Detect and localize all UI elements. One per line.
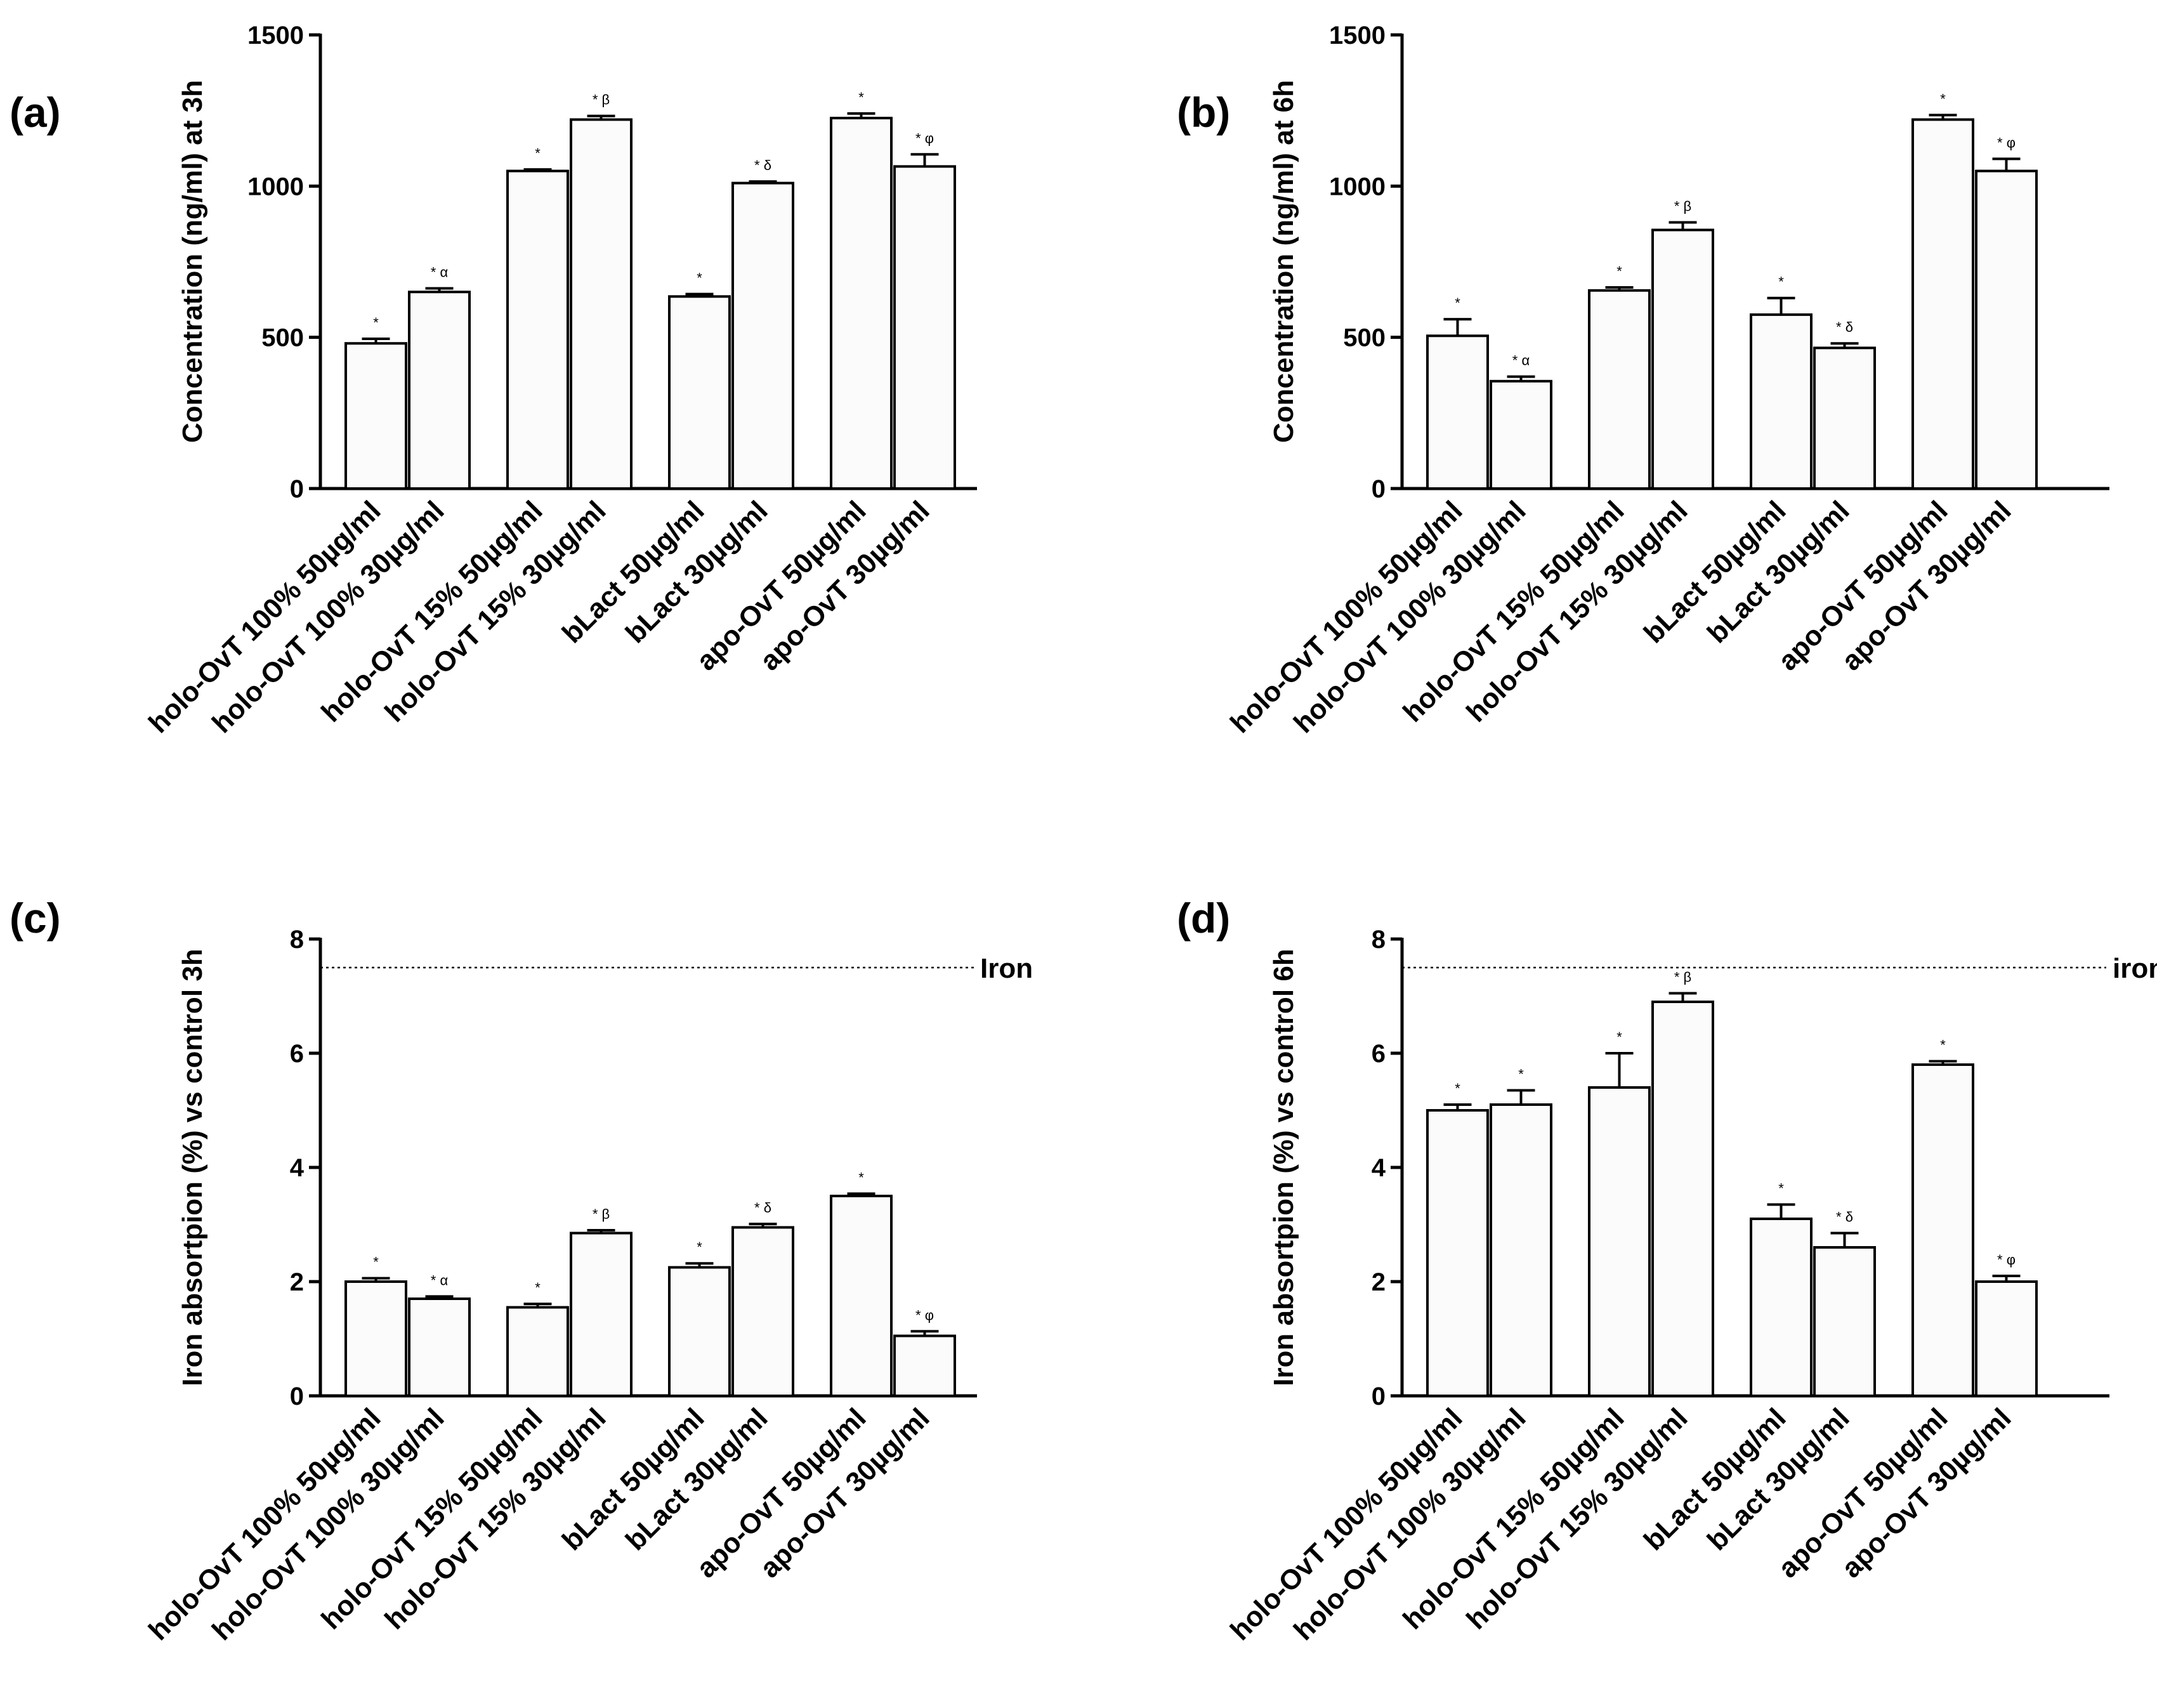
significance-annotation: * φ xyxy=(1997,135,2016,150)
y-tick-label: 4 xyxy=(290,1154,305,1182)
bar xyxy=(1588,289,1651,490)
bar xyxy=(1490,1103,1552,1397)
bar xyxy=(408,1297,471,1397)
significance-annotation: * xyxy=(697,1239,702,1255)
significance-annotation: * xyxy=(1455,295,1460,311)
significance-annotation: * xyxy=(1778,274,1784,290)
y-tick-label: 6 xyxy=(1372,1040,1386,1068)
bar xyxy=(506,1306,569,1397)
bar xyxy=(1911,1063,1974,1397)
bar xyxy=(344,1280,407,1397)
panel-a: (a) Concentration (ng/ml) at 3h 0 500 1000 15… xyxy=(10,22,977,739)
bar xyxy=(344,342,407,490)
significance-annotation: * δ xyxy=(1836,1209,1853,1225)
significance-annotation: * α xyxy=(431,264,449,280)
y-tick-label: 8 xyxy=(1372,926,1386,954)
bar xyxy=(1426,1109,1489,1397)
bar xyxy=(1975,169,2038,490)
y-tick-label: 2 xyxy=(290,1268,304,1296)
y-axis-label: Iron absortpion (%) vs control 3h xyxy=(177,949,208,1386)
significance-annotation: * xyxy=(1940,91,1946,107)
y-tick-label: 1500 xyxy=(1329,22,1386,49)
panel-c: (c) Iron absortpion (%) vs control 3h 0 2 4 6… xyxy=(10,895,1033,1646)
significance-annotation: * β xyxy=(593,92,610,108)
y-tick-label: 6 xyxy=(290,1040,304,1068)
y-tick-label: 8 xyxy=(290,926,304,954)
bar xyxy=(830,1195,893,1397)
bar xyxy=(1750,1218,1813,1397)
significance-annotation: * xyxy=(697,270,702,286)
bar xyxy=(570,118,633,490)
reference-line-label: Iron xyxy=(980,953,1033,984)
panel-label: (b) xyxy=(1177,89,1230,136)
panel-label: (d) xyxy=(1177,895,1230,942)
bar xyxy=(1911,118,1974,490)
bar xyxy=(1750,313,1813,490)
significance-annotation: * φ xyxy=(1997,1252,2016,1268)
bar xyxy=(506,169,569,490)
bar xyxy=(893,165,956,490)
bar xyxy=(1426,334,1489,490)
bar xyxy=(893,1334,956,1397)
significance-annotation: * xyxy=(373,1254,379,1270)
bar xyxy=(1588,1086,1651,1397)
significance-annotation: * xyxy=(373,315,379,331)
bar xyxy=(731,181,794,490)
bar xyxy=(830,117,893,490)
bar xyxy=(668,1266,731,1397)
significance-annotation: * xyxy=(858,1169,864,1185)
significance-annotation: * δ xyxy=(1836,319,1853,335)
bar xyxy=(1975,1280,2038,1397)
y-tick-label: 0 xyxy=(290,1383,304,1410)
significance-annotation: * α xyxy=(431,1272,449,1288)
panel-d: (d) Iron absortpion (%) vs control 6h 0 2 4 6… xyxy=(1177,895,2157,1646)
bar xyxy=(668,295,731,490)
significance-annotation: * xyxy=(535,145,541,161)
y-tick-label: 1000 xyxy=(247,173,304,200)
bar xyxy=(1490,379,1552,490)
significance-annotation: * xyxy=(1518,1067,1524,1082)
y-axis-label: Iron absortpion (%) vs control 6h xyxy=(1268,949,1299,1386)
reference-line-label: iron xyxy=(2113,953,2157,984)
significance-annotation: * xyxy=(1616,1029,1622,1045)
panel-b: (b) Concentration (ng/ml) at 6h 0 500 1000 15… xyxy=(1177,22,2109,739)
bar xyxy=(1651,228,1714,490)
y-tick-label: 500 xyxy=(261,324,304,352)
significance-annotation: * β xyxy=(593,1206,610,1222)
y-tick-label: 0 xyxy=(1372,475,1386,503)
y-tick-label: 2 xyxy=(1372,1268,1386,1296)
significance-annotation: * δ xyxy=(754,157,771,173)
bar xyxy=(1813,346,1876,490)
significance-annotation: * β xyxy=(1674,969,1691,985)
bar xyxy=(731,1226,794,1397)
bar xyxy=(1651,1001,1714,1397)
bar xyxy=(408,291,471,490)
panel-label: (a) xyxy=(10,89,61,136)
bar xyxy=(1813,1246,1876,1397)
significance-annotation: * xyxy=(1455,1081,1460,1096)
y-tick-label: 500 xyxy=(1343,324,1386,352)
significance-annotation: * xyxy=(1616,263,1622,279)
significance-annotation: * xyxy=(858,89,864,105)
significance-annotation: * xyxy=(1940,1037,1946,1053)
y-axis-label: Concentration (ng/ml) at 3h xyxy=(177,80,208,443)
y-tick-label: 1000 xyxy=(1329,173,1386,200)
significance-annotation: * xyxy=(535,1280,541,1296)
y-tick-label: 4 xyxy=(1372,1154,1386,1182)
significance-annotation: * φ xyxy=(915,130,934,146)
y-tick-label: 1500 xyxy=(247,22,304,49)
significance-annotation: * β xyxy=(1674,199,1691,214)
significance-annotation: * δ xyxy=(754,1200,771,1216)
y-axis-label: Concentration (ng/ml) at 6h xyxy=(1268,80,1299,443)
significance-annotation: * xyxy=(1778,1181,1784,1197)
significance-annotation: * φ xyxy=(915,1307,934,1323)
y-tick-label: 0 xyxy=(290,475,304,503)
y-tick-label: 0 xyxy=(1372,1383,1386,1410)
panel-label: (c) xyxy=(10,895,61,942)
significance-annotation: * α xyxy=(1512,353,1530,369)
bar xyxy=(570,1232,633,1397)
